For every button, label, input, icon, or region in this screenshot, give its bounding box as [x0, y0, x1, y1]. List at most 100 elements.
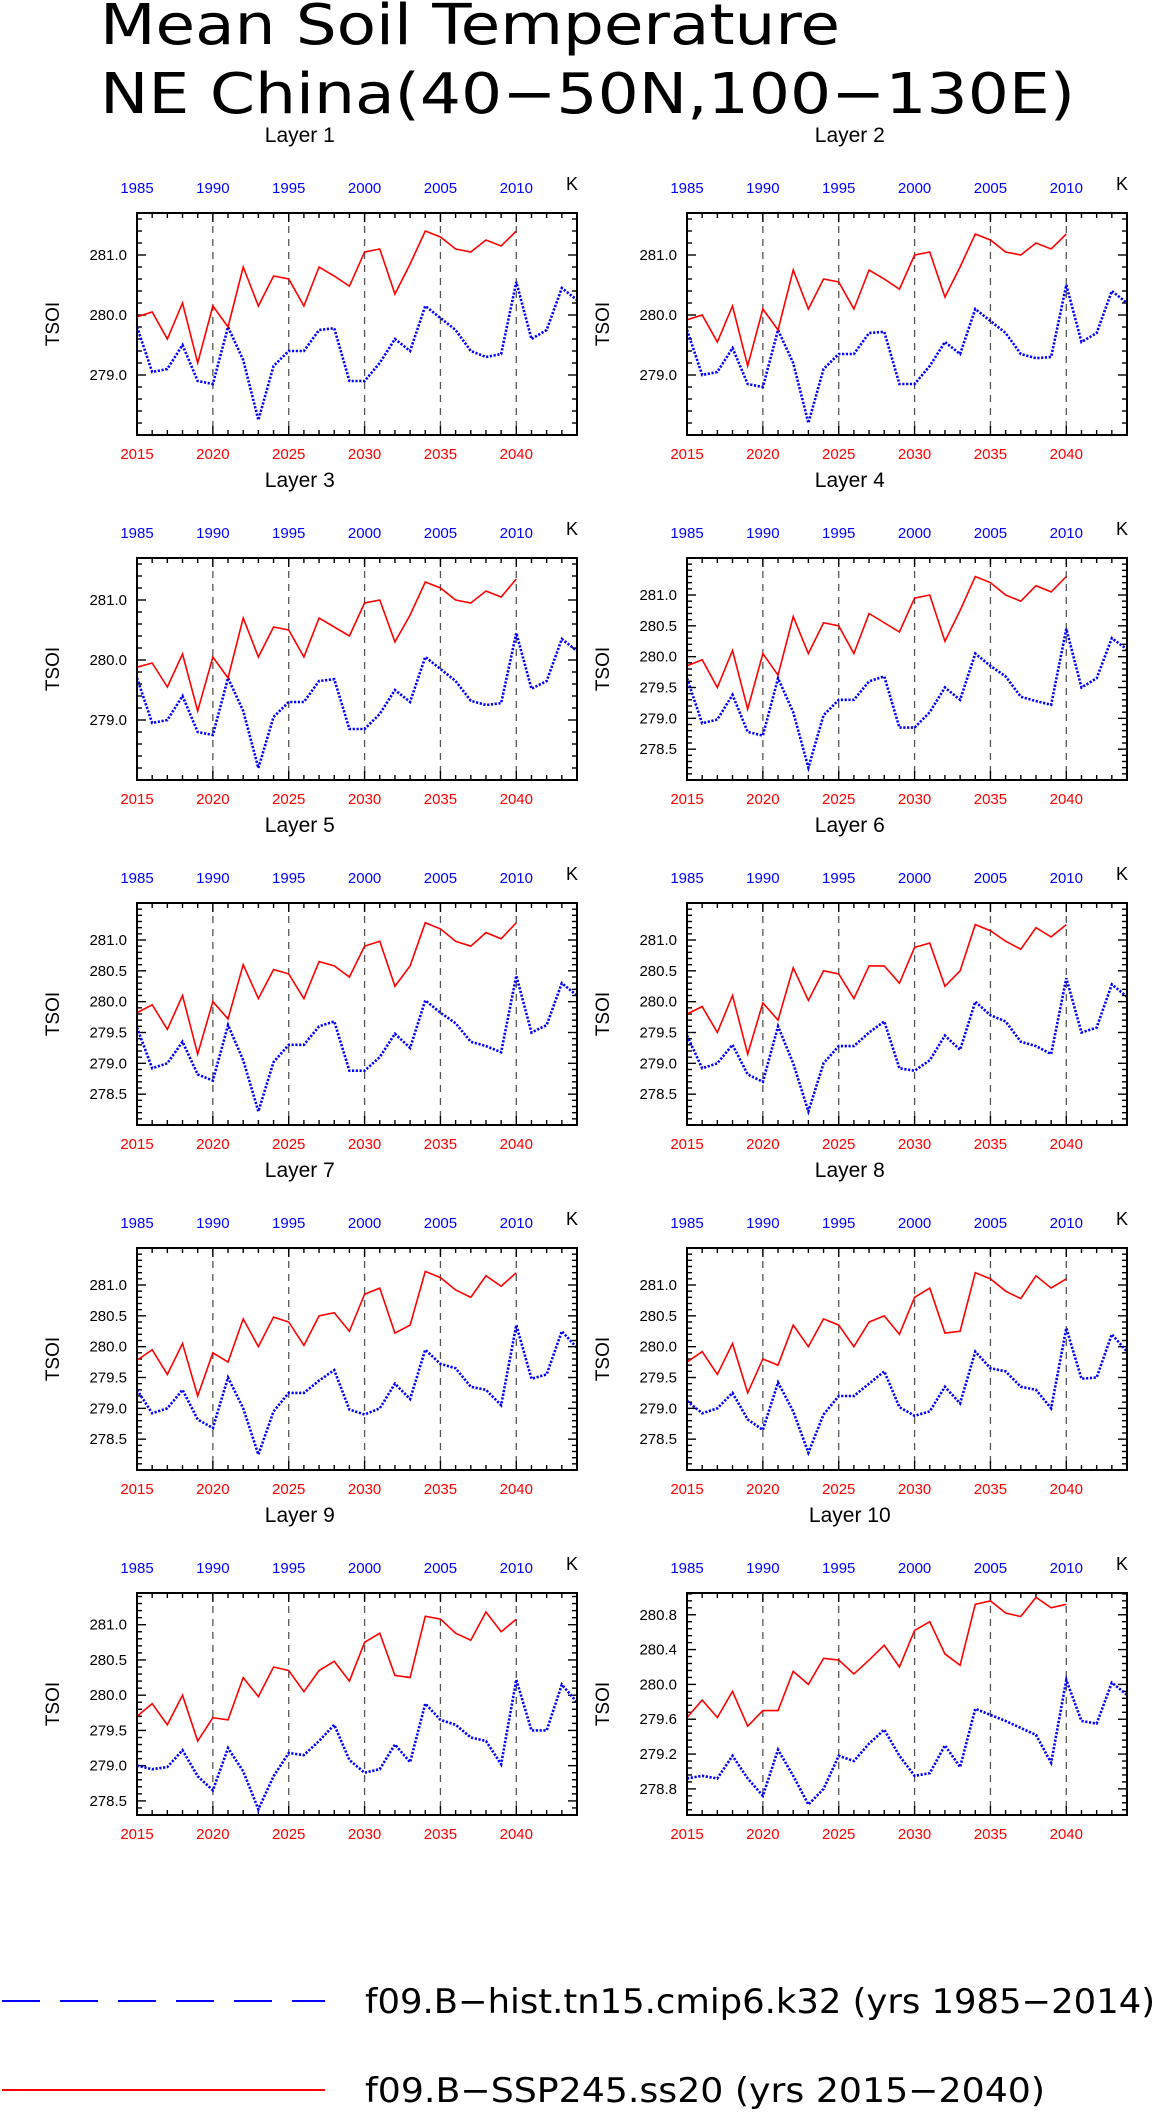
x-top-tick-label: 2005 [974, 1560, 1007, 1577]
x-top-tick-label: 1990 [746, 870, 779, 887]
x-bottom-tick-label: 2015 [120, 1136, 153, 1153]
x-bottom-tick-label: 2035 [424, 791, 457, 808]
series-line-ssp245 [686, 1596, 1067, 1728]
x-top-tick-label: 1995 [822, 870, 855, 887]
plot-frame [136, 1247, 578, 1471]
y-tick-label: 280.0 [89, 652, 127, 669]
series-line-historical [686, 1675, 1128, 1807]
x-bottom-tick-label: 2030 [898, 446, 931, 463]
y-tick-label: 281.0 [89, 932, 127, 949]
y-axis-label: TSOI [593, 992, 614, 1036]
x-bottom-tick-label: 2040 [500, 1481, 533, 1498]
y-tick-label: 278.5 [639, 1431, 677, 1448]
y-tick-label: 281.0 [639, 932, 677, 949]
panel-title: Layer 4 [815, 469, 885, 492]
x-top-tick-label: 2000 [348, 1215, 381, 1232]
x-top-tick-label: 2005 [974, 180, 1007, 197]
x-bottom-tick-label: 2035 [424, 1136, 457, 1153]
x-bottom-tick-label: 2030 [898, 1136, 931, 1153]
y-tick-label: 279.5 [639, 680, 677, 697]
x-top-tick-label: 2000 [348, 870, 381, 887]
x-top-tick-label: 1990 [196, 180, 229, 197]
y-tick-label: 279.0 [639, 1400, 677, 1417]
x-bottom-tick-label: 2030 [348, 446, 381, 463]
y-tick-label: 280.5 [89, 1308, 127, 1325]
unit-label: K [566, 1209, 578, 1229]
y-tick-label: 281.0 [89, 1277, 127, 1294]
y-tick-label: 278.5 [89, 1086, 127, 1103]
x-bottom-tick-label: 2015 [670, 1136, 703, 1153]
series-line-ssp245 [686, 232, 1067, 370]
y-tick-label: 279.5 [89, 1370, 127, 1387]
x-bottom-tick-label: 2030 [898, 1826, 931, 1843]
x-top-tick-label: 2000 [348, 525, 381, 542]
panel-title: Layer 5 [265, 814, 335, 837]
panel-layer-6: Layer 6 K TSOI 278.5 279.0 279.5 280.0 280.5 281… [593, 814, 1128, 1153]
plot-frame [686, 1592, 1128, 1816]
y-tick-label: 280.5 [639, 963, 677, 980]
y-axis-label: TSOI [43, 992, 64, 1036]
x-top-tick-label: 2000 [898, 870, 931, 887]
y-tick-label: 279.5 [639, 1025, 677, 1042]
x-top-tick-label: 1995 [822, 180, 855, 197]
y-tick-label: 278.5 [89, 1793, 127, 1810]
x-bottom-tick-label: 2030 [348, 791, 381, 808]
x-top-tick-label: 1995 [272, 1560, 305, 1577]
x-bottom-tick-label: 2025 [822, 791, 855, 808]
y-axis-label: TSOI [593, 647, 614, 691]
x-top-tick-label: 1990 [746, 525, 779, 542]
series-line-historical [685, 628, 1128, 773]
x-bottom-tick-label: 2025 [822, 446, 855, 463]
x-bottom-tick-label: 2035 [424, 446, 457, 463]
y-tick-label: 279.6 [639, 1711, 677, 1728]
y-tick-label: 280.0 [639, 1339, 677, 1356]
x-bottom-tick-label: 2015 [120, 446, 153, 463]
series-line-historical [685, 284, 1128, 429]
plot-frame [136, 1592, 578, 1816]
series-line-historical [135, 281, 578, 426]
x-top-tick-label: 1995 [272, 870, 305, 887]
panel-title: Layer 10 [809, 1504, 891, 1527]
unit-label: K [566, 174, 578, 194]
series-line-ssp245 [136, 578, 517, 715]
unit-label: K [566, 519, 578, 539]
series-line-ssp245 [136, 921, 517, 1058]
series-line-historical [135, 1324, 578, 1459]
y-tick-label: 280.0 [639, 307, 677, 324]
x-top-tick-label: 2010 [1050, 180, 1083, 197]
y-tick-label: 280.0 [89, 307, 127, 324]
panel-title: Layer 1 [265, 124, 335, 147]
x-top-tick-label: 2005 [424, 180, 457, 197]
x-bottom-tick-label: 2040 [1050, 1826, 1083, 1843]
x-top-tick-label: 1985 [120, 1560, 153, 1577]
x-bottom-tick-label: 2015 [670, 446, 703, 463]
x-top-tick-label: 2010 [1050, 870, 1083, 887]
y-axis-label: TSOI [43, 1337, 64, 1381]
x-top-tick-label: 2010 [1050, 525, 1083, 542]
y-tick-label: 279.0 [89, 1758, 127, 1775]
unit-label: K [566, 864, 578, 884]
x-top-tick-label: 2010 [1050, 1215, 1083, 1232]
x-bottom-tick-label: 2030 [898, 1481, 931, 1498]
x-top-tick-label: 2005 [424, 525, 457, 542]
plot-frame [136, 557, 578, 781]
panel-layer-4: Layer 4 K TSOI 278.5 279.0 279.5 280.0 280.5 281… [593, 469, 1128, 808]
x-bottom-tick-label: 2025 [822, 1826, 855, 1843]
y-tick-label: 280.0 [639, 994, 677, 1011]
panels-grid: Layer 1 K TSOI 279.0 280.0 281.0 2015 2020 2025 2… [43, 124, 1128, 1843]
x-top-tick-label: 1985 [670, 870, 703, 887]
x-top-tick-label: 1995 [822, 1215, 855, 1232]
x-top-tick-label: 2010 [500, 870, 533, 887]
x-bottom-tick-label: 2040 [1050, 446, 1083, 463]
x-bottom-tick-label: 2020 [746, 446, 779, 463]
x-bottom-tick-label: 2015 [120, 1826, 153, 1843]
legend-label-historical: f09.B−hist.tn15.cmip6.k32 (yrs 1985−2014… [365, 1982, 1155, 2022]
x-bottom-tick-label: 2035 [424, 1481, 457, 1498]
x-bottom-tick-label: 2025 [822, 1481, 855, 1498]
unit-label: K [1116, 519, 1128, 539]
x-bottom-tick-label: 2040 [1050, 1481, 1083, 1498]
y-tick-label: 278.5 [89, 1431, 127, 1448]
x-bottom-tick-label: 2020 [746, 1136, 779, 1153]
panel-layer-7: Layer 7 K TSOI 278.5 279.0 279.5 280.0 280.5 281… [43, 1159, 578, 1498]
y-tick-label: 280.0 [89, 1339, 127, 1356]
